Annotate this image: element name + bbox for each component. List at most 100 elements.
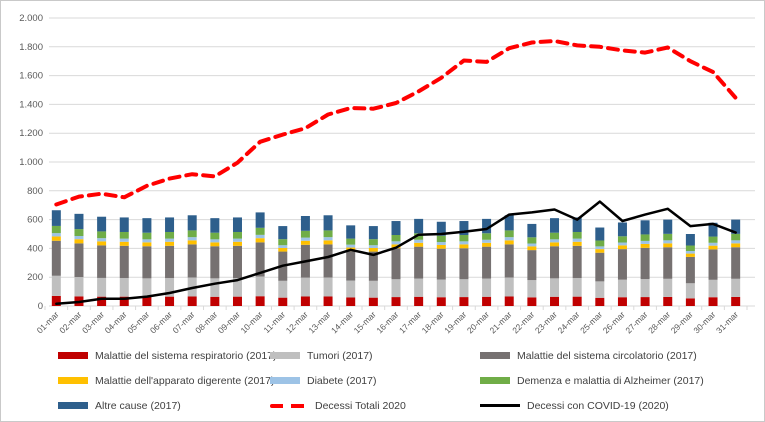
bar-segment (346, 280, 356, 298)
bar-segment (165, 217, 175, 232)
x-axis-tick-label: 05-mar (125, 309, 151, 335)
bar-segment (527, 237, 537, 244)
legend-swatch-respiratorio (58, 352, 88, 359)
bar-segment (459, 297, 469, 306)
bar-segment (119, 245, 129, 279)
bar-segment (391, 221, 401, 236)
bar-segment (459, 248, 469, 280)
y-axis-tick-label: 600 (27, 215, 43, 226)
x-axis-tick-label: 30-mar (691, 309, 717, 335)
x-axis-tick-label: 13-mar (306, 309, 332, 335)
bar-segment (731, 278, 741, 297)
bar-segment (595, 297, 605, 306)
bar-segment (617, 245, 627, 250)
bar-segment (663, 247, 673, 279)
bar-segment (640, 297, 650, 306)
bar-segment (165, 296, 175, 306)
bar-segment (165, 238, 175, 242)
bar-segment (119, 217, 129, 232)
bar-segment (368, 226, 378, 240)
bar-segment (550, 246, 560, 279)
total-deaths-2020-line (54, 39, 738, 207)
bar-segment (74, 229, 84, 237)
bar-segment (74, 239, 84, 244)
bar-segment (232, 241, 242, 246)
bar-segment (640, 220, 650, 235)
legend-swatch-circolatorio (480, 352, 510, 359)
bar-segment (663, 219, 673, 234)
bar-segment (187, 240, 197, 245)
chart-legend: Malattie del sistema respiratorio (2017)… (58, 343, 748, 418)
bar-segment (504, 277, 514, 297)
bar-segment (142, 218, 152, 233)
x-axis-tick-label: 10-mar (238, 309, 264, 335)
bar-segment (459, 241, 469, 245)
bar-segment (97, 238, 107, 242)
y-axis-tick-label: 800 (27, 186, 43, 197)
legend-label-tumori: Tumori (2017) (307, 349, 373, 362)
bar-segment (368, 239, 378, 246)
bar-segment (504, 296, 514, 306)
bar-segment (595, 281, 605, 298)
legend-item-tumori: Tumori (2017) (270, 350, 480, 362)
y-axis-tick-label: 400 (27, 243, 43, 254)
bar-segment (504, 244, 514, 278)
bar-segment (187, 237, 197, 241)
bar-segment (617, 242, 627, 246)
bar-segment (51, 225, 61, 234)
bar-segment (278, 297, 288, 306)
bar-segment (255, 212, 265, 228)
x-axis-tick-label: 15-mar (352, 309, 378, 335)
x-axis-tick-label: 24-mar (555, 309, 581, 335)
bar-segment (685, 234, 695, 246)
bar-segment (119, 238, 129, 242)
legend-label-respiratorio: Malattie del sistema respiratorio (2017) (95, 349, 277, 362)
x-axis-tick-label: 11-mar (262, 309, 288, 335)
covid-deaths-2020-line (55, 200, 737, 306)
bar-segment (255, 296, 265, 306)
bar-segment (323, 296, 333, 306)
bar-segment (51, 236, 61, 241)
bar-segment (300, 240, 310, 245)
bar-segment (210, 296, 220, 306)
bar-segment (572, 278, 582, 297)
x-axis-tick-label: 31-mar (714, 309, 740, 335)
bar-segment (708, 245, 718, 250)
bar-segment (527, 243, 537, 247)
bar-segment (685, 245, 695, 251)
bar-segment (572, 241, 582, 246)
bar-segment (346, 244, 356, 248)
bar-segment (640, 243, 650, 248)
bar-segment (278, 245, 288, 248)
y-axis-tick-label: 200 (27, 272, 43, 283)
bar-segment (300, 296, 310, 306)
bar-segment (232, 296, 242, 306)
bar-segment (504, 240, 514, 245)
bar-segment (550, 278, 560, 297)
x-axis-tick-label: 07-mar (170, 309, 196, 335)
x-axis-tick-label: 23-mar (533, 309, 559, 335)
bar-segment (708, 249, 718, 280)
bar-segment (368, 280, 378, 298)
bar-segment (232, 231, 242, 239)
bar-segment (368, 297, 378, 306)
legend-swatch-tumori (270, 352, 300, 359)
y-axis-tick-label: 2.000 (19, 13, 43, 24)
legend-swatch-decessi-covid (480, 404, 520, 407)
x-axis-tick-label: 22-mar (510, 309, 536, 335)
bar-segment (414, 278, 424, 297)
bar-segment (323, 240, 333, 245)
legend-label-circolatorio: Malattie del sistema circolatorio (2017) (517, 349, 697, 362)
bar-segment (414, 242, 424, 247)
x-axis-tick-label: 18-mar (420, 309, 446, 335)
bar-segment (391, 248, 401, 280)
legend-label-altre-cause: Altre cause (2017) (95, 399, 181, 412)
x-axis-tick-label: 26-mar (601, 309, 627, 335)
x-axis-tick-label: 04-mar (103, 309, 129, 335)
bar-segment (731, 240, 741, 244)
legend-swatch-altre-cause (58, 402, 88, 409)
bar-segment (346, 238, 356, 245)
legend-label-digerente: Malattie dell'apparato digerente (2017) (95, 374, 275, 387)
x-axis-tick-label: 01-mar (35, 309, 61, 335)
bar-segment (482, 242, 492, 247)
